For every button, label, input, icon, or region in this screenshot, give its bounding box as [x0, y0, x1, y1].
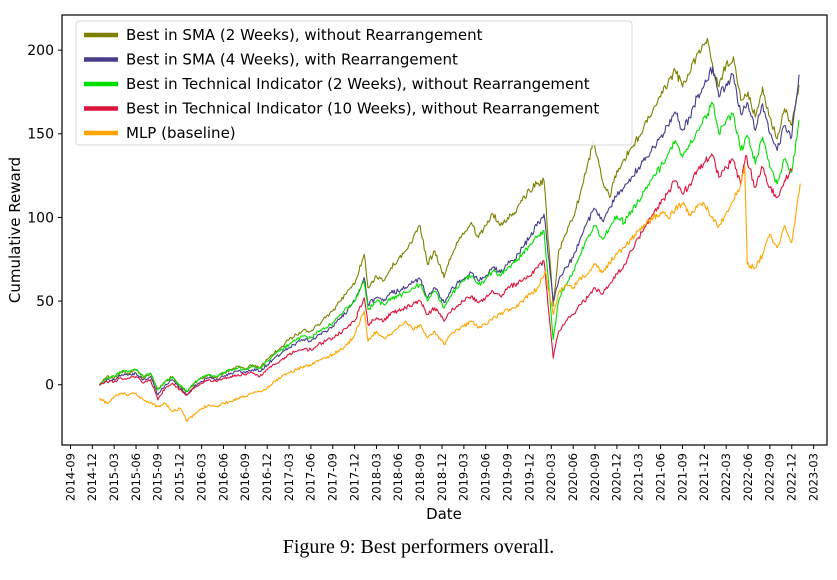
x-tick-label: 2020-03 [544, 453, 558, 501]
legend-label: Best in SMA (2 Weeks), without Rearrange… [126, 26, 483, 44]
x-tick-label: 2020-12 [610, 453, 624, 501]
y-tick-label: 0 [45, 378, 54, 394]
y-axis-label: Cumulative Reward [6, 157, 24, 303]
x-tick-label: 2022-06 [741, 453, 755, 501]
axis-ticks: 2014-09 2014-12 2015-03 2015-06 2015-09 2015-… [27, 43, 820, 501]
series-line-5 [99, 165, 801, 423]
cumulative-reward-chart: 2014-09 2014-12 2015-03 2015-06 2015-09 2015-… [6, 14, 828, 523]
y-tick-label: 100 [27, 210, 54, 226]
legend-label: Best in Technical Indicator (2 Weeks), w… [126, 75, 590, 93]
legend-label: Best in Technical Indicator (10 Weeks), … [126, 100, 599, 118]
y-tick-label: 150 [27, 127, 54, 143]
x-tick-label: 2015-09 [151, 453, 165, 501]
legend: Best in SMA (2 Weeks), without Rearrange… [75, 20, 633, 146]
plot-area [61, 14, 828, 446]
x-tick-label: 2019-12 [522, 453, 536, 501]
x-tick-label: 2019-06 [479, 453, 493, 501]
x-tick-label: 2016-06 [216, 453, 230, 501]
x-tick-label: 2019-03 [457, 453, 471, 501]
x-tick-label: 2017-12 [347, 453, 361, 501]
x-tick-label: 2018-12 [435, 453, 449, 501]
y-tick-label: 50 [36, 294, 54, 310]
legend-label: Best in SMA (4 Weeks), with Rearrangemen… [126, 51, 458, 69]
x-tick-label: 2017-03 [282, 453, 296, 501]
x-tick-label: 2018-09 [413, 453, 427, 501]
x-tick-label: 2015-12 [173, 453, 187, 501]
series-lines [99, 37, 801, 423]
x-tick-label: 2021-06 [653, 453, 667, 501]
x-tick-label: 2016-12 [260, 453, 274, 501]
x-tick-label: 2021-12 [697, 453, 711, 501]
x-tick-label: 2015-03 [107, 453, 121, 501]
x-axis-label: Date [426, 505, 462, 523]
x-tick-label: 2023-03 [806, 453, 820, 501]
x-tick-label: 2021-09 [675, 453, 689, 501]
x-tick-label: 2018-06 [391, 453, 405, 501]
legend-box [75, 20, 633, 146]
x-tick-label: 2022-12 [785, 453, 799, 501]
x-tick-label: 2021-03 [632, 453, 646, 501]
x-tick-label: 2022-09 [763, 453, 777, 501]
legend-label: MLP (baseline) [126, 124, 236, 142]
x-tick-label: 2018-03 [369, 453, 383, 501]
series-line-4 [99, 153, 793, 401]
series-line-2 [99, 66, 800, 396]
figure-caption: Figure 9: Best performers overall. [282, 536, 555, 558]
x-tick-label: 2016-09 [238, 453, 252, 501]
x-tick-label: 2019-09 [500, 453, 514, 501]
x-tick-label: 2020-09 [588, 453, 602, 501]
x-tick-label: 2020-06 [566, 453, 580, 501]
series-line-3 [99, 101, 800, 393]
x-tick-label: 2017-06 [304, 453, 318, 501]
x-tick-label: 2016-03 [194, 453, 208, 501]
x-tick-label: 2017-09 [326, 453, 340, 501]
x-tick-label: 2022-03 [719, 453, 733, 501]
x-tick-label: 2014-09 [63, 453, 77, 501]
x-tick-label: 2014-12 [85, 453, 99, 501]
series-line-1 [99, 37, 800, 393]
y-tick-label: 200 [27, 43, 54, 59]
x-tick-label: 2015-06 [129, 453, 143, 501]
